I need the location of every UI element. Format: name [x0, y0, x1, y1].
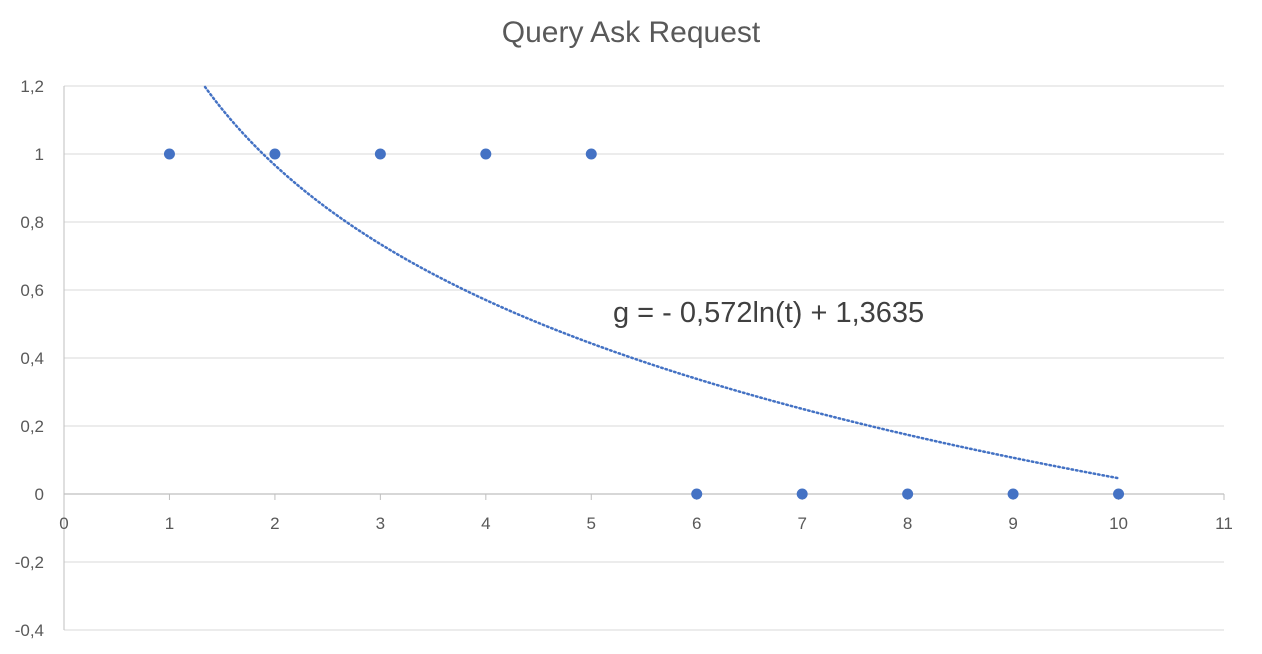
- y-tick-label: 0,2: [20, 417, 44, 436]
- x-tick-label: 7: [797, 514, 806, 533]
- data-point: [374, 148, 386, 160]
- y-tick-label: 0,6: [20, 281, 44, 300]
- x-tick-label: 9: [1008, 514, 1017, 533]
- x-tick-label: 3: [376, 514, 385, 533]
- data-point: [691, 488, 703, 500]
- data-point: [902, 488, 914, 500]
- data-point: [269, 148, 281, 160]
- x-tick-label: 2: [270, 514, 279, 533]
- data-point: [1113, 488, 1125, 500]
- y-tick-label: 1,2: [20, 77, 44, 96]
- y-tick-label: 0: [35, 485, 44, 504]
- trendline: [203, 85, 1120, 480]
- data-point: [163, 148, 175, 160]
- trendline-layer: [203, 85, 1120, 480]
- y-tick-label: 0,8: [20, 213, 44, 232]
- data-point: [480, 148, 492, 160]
- x-tick-label: 1: [165, 514, 174, 533]
- trendline-equation-label: g = - 0,572ln(t) + 1,3635: [613, 297, 924, 329]
- y-tick-label: 0,4: [20, 349, 44, 368]
- x-tick-label: 5: [587, 514, 596, 533]
- data-point: [796, 488, 808, 500]
- grid-layer: [64, 85, 1224, 631]
- x-tick-label: 4: [481, 514, 490, 533]
- chart-title: Query Ask Request: [501, 16, 761, 49]
- data-point: [1007, 488, 1019, 500]
- data-point: [585, 148, 597, 160]
- y-tick-label: 1: [35, 145, 44, 164]
- axis-layer: 1,2 1 0,8 0,6 0,4 0,2 0 -0,2 -0,4 0 1 2 3 4 5 6 7 8 9 10 11: [15, 77, 1233, 640]
- y-tick-label: -0,4: [15, 621, 44, 640]
- x-tick-label: 10: [1109, 514, 1128, 533]
- x-tick-label: 8: [903, 514, 912, 533]
- x-tick-label: 6: [692, 514, 701, 533]
- points-layer: [163, 148, 1125, 500]
- x-tick-label: 11: [1215, 514, 1233, 533]
- x-tick-label: 0: [59, 514, 68, 533]
- y-tick-label: -0,2: [15, 553, 44, 572]
